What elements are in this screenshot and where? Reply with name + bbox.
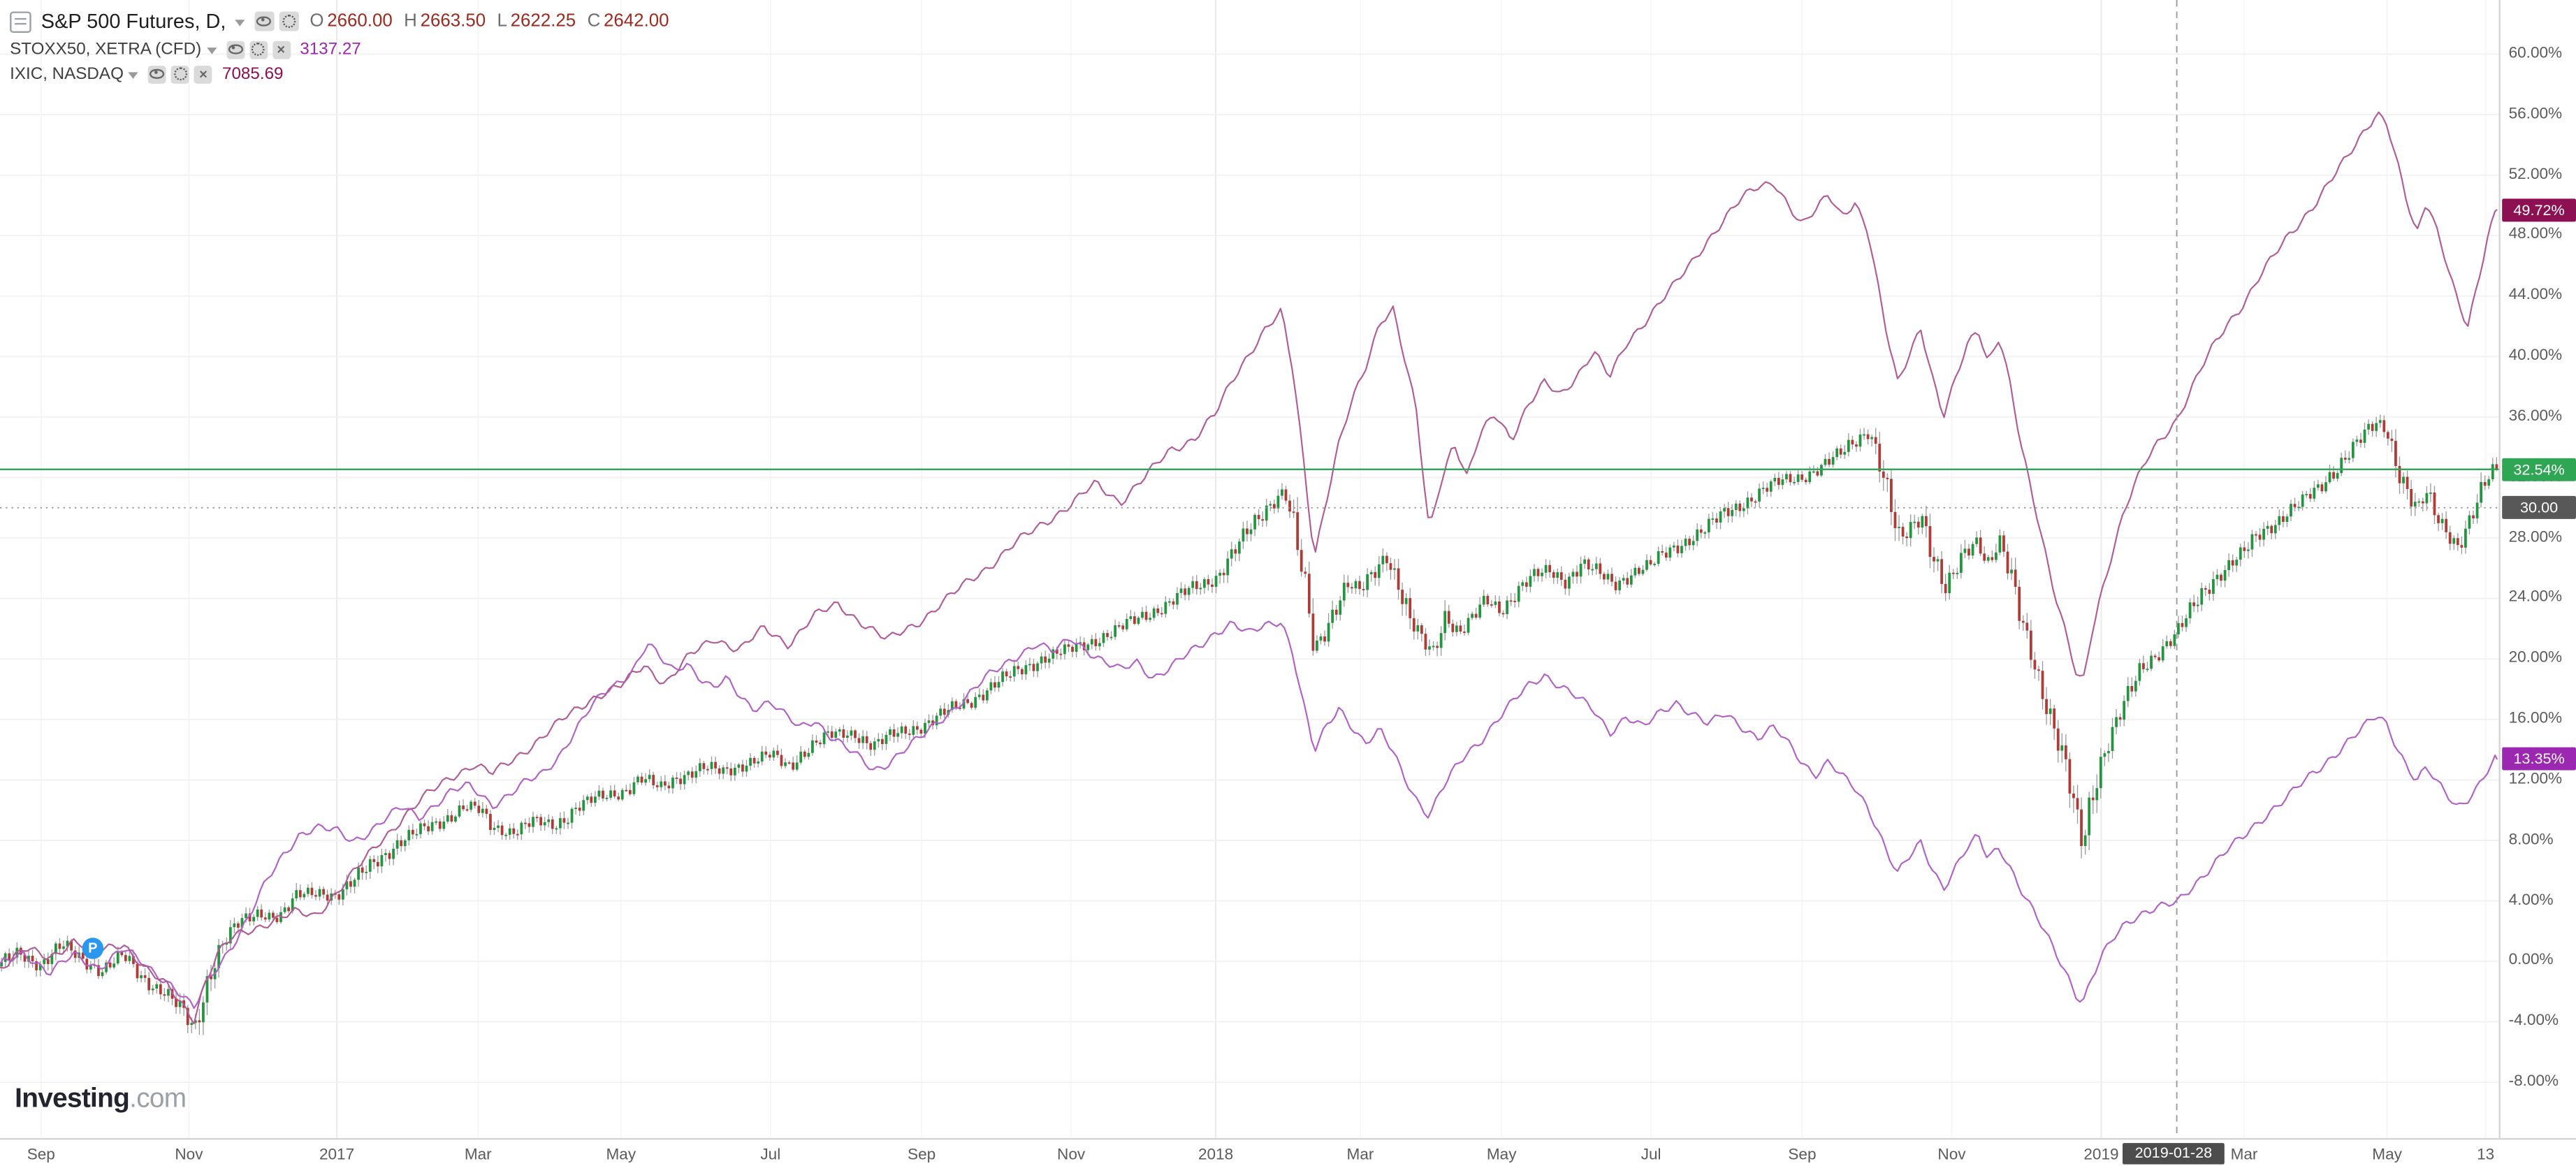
event-marker[interactable]: P (82, 938, 104, 959)
time-axis-label: Mar (1346, 1146, 1374, 1165)
ixic-line (0, 111, 2498, 1025)
time-axis-label: Jul (1640, 1146, 1661, 1165)
price-axis-label: 4.00% (2508, 891, 2554, 910)
price-badge: 49.72% (2502, 198, 2576, 221)
price-axis-label: 8.00% (2508, 830, 2554, 849)
chevron-down-icon[interactable] (128, 71, 139, 78)
time-axis-label: Sep (908, 1146, 936, 1165)
settings-button[interactable] (249, 40, 268, 59)
overlay-value: 3137.27 (300, 40, 361, 59)
chevron-down-icon[interactable] (206, 46, 217, 54)
close-icon: × (199, 65, 208, 82)
main-symbol-title[interactable]: S&P 500 Futures, D, (41, 10, 226, 34)
time-axis-label: 2019 (2083, 1146, 2119, 1165)
time-axis-label: May (2372, 1146, 2402, 1165)
price-badge: 32.54% (2502, 458, 2576, 481)
logo-bold: Investing (15, 1084, 130, 1114)
price-axis-label: 52.00% (2508, 165, 2563, 184)
time-axis-label: Nov (1937, 1146, 1966, 1165)
eye-icon (150, 68, 165, 80)
price-axis-label: 48.00% (2508, 226, 2563, 245)
chart-panel-icon[interactable] (10, 10, 31, 32)
remove-overlay-button[interactable]: × (194, 64, 212, 83)
price-axis-label: 24.00% (2508, 588, 2563, 607)
open-value: 2660.00 (327, 11, 393, 31)
open-label: O (310, 11, 324, 31)
low-label: L (497, 11, 507, 31)
price-badge: 13.35% (2502, 748, 2576, 771)
main-series-legend-row: S&P 500 Futures, D, O 2660.00 H 2663.50 … (10, 8, 669, 35)
time-axis-label: Mar (464, 1146, 492, 1165)
time-axis-label: 13 (2477, 1146, 2495, 1165)
price-axis-label: -4.00% (2508, 1012, 2559, 1030)
close-label: C (587, 11, 601, 31)
price-axis-label: 0.00% (2508, 951, 2554, 970)
settings-button[interactable] (171, 64, 189, 83)
overlay-legend-row: IXIC, NASDAQ × 7085.69 (10, 62, 669, 85)
gear-icon (251, 43, 265, 56)
close-value: 2642.00 (604, 11, 669, 31)
visibility-toggle-button[interactable] (148, 64, 167, 83)
time-axis-label: Nov (175, 1146, 203, 1165)
high-value: 2663.50 (420, 11, 486, 31)
investing-logo: Investing.com (15, 1084, 187, 1115)
price-axis-label: 28.00% (2508, 527, 2563, 546)
overlay-symbol-title[interactable]: STOXX50, XETRA (CFD) (10, 40, 202, 59)
legend: S&P 500 Futures, D, O 2660.00 H 2663.50 … (10, 8, 669, 87)
stoxx50-line (0, 620, 2498, 1010)
gear-icon (173, 67, 187, 81)
eye-icon (227, 43, 242, 55)
time-axis-label: 2017 (319, 1146, 355, 1165)
time-axis-label: Mar (2230, 1146, 2258, 1165)
price-axis-label: 60.00% (2508, 44, 2563, 63)
eye-icon (256, 15, 272, 27)
price-axis-label: 56.00% (2508, 105, 2563, 123)
close-icon: × (277, 41, 286, 57)
time-axis-label: May (1486, 1146, 1517, 1165)
chevron-down-icon[interactable] (234, 19, 245, 26)
price-axis-label: 44.00% (2508, 286, 2563, 305)
time-axis-label: Jul (760, 1146, 781, 1165)
candlestick-series (0, 414, 2498, 1035)
price-badge: 30.00 (2502, 496, 2576, 520)
price-axis-label: 12.00% (2508, 770, 2563, 789)
overlay-symbol-title[interactable]: IXIC, NASDAQ (10, 64, 124, 83)
crosshair-date-badge: 2019-01-28 (2123, 1142, 2225, 1165)
price-axis-label: 16.00% (2508, 709, 2563, 728)
time-axis-label: Sep (1788, 1146, 1817, 1165)
overlay-value: 7085.69 (221, 64, 284, 83)
price-axis-label: 40.00% (2508, 347, 2563, 365)
low-value: 2622.25 (510, 11, 576, 31)
settings-button[interactable] (278, 11, 298, 31)
gear-icon (282, 15, 296, 28)
high-label: H (404, 11, 417, 31)
overlay-legend-row: STOXX50, XETRA (CFD) × 3137.27 (10, 38, 669, 61)
logo-light: .com (129, 1084, 187, 1114)
remove-overlay-button[interactable]: × (272, 40, 291, 59)
time-axis-label: 2018 (1198, 1146, 1234, 1165)
time-axis-label: May (606, 1146, 636, 1165)
time-axis[interactable]: Sep Nov 2017 Mar May Jul Sep Nov 2018 Mar May Jul Se… (0, 1138, 2576, 1166)
visibility-toggle-button[interactable] (226, 40, 245, 59)
price-axis-label: 36.00% (2508, 407, 2563, 425)
time-axis-label: Nov (1057, 1146, 1086, 1165)
visibility-toggle-button[interactable] (254, 11, 274, 31)
price-axis-label: -8.00% (2508, 1072, 2559, 1091)
price-axis[interactable]: 60.00% 56.00% 52.00% 48.00% 44.00% 40.00% 36.0… (2498, 0, 2576, 1166)
price-axis-label: 20.00% (2508, 649, 2563, 667)
time-axis-label: Sep (27, 1146, 55, 1165)
